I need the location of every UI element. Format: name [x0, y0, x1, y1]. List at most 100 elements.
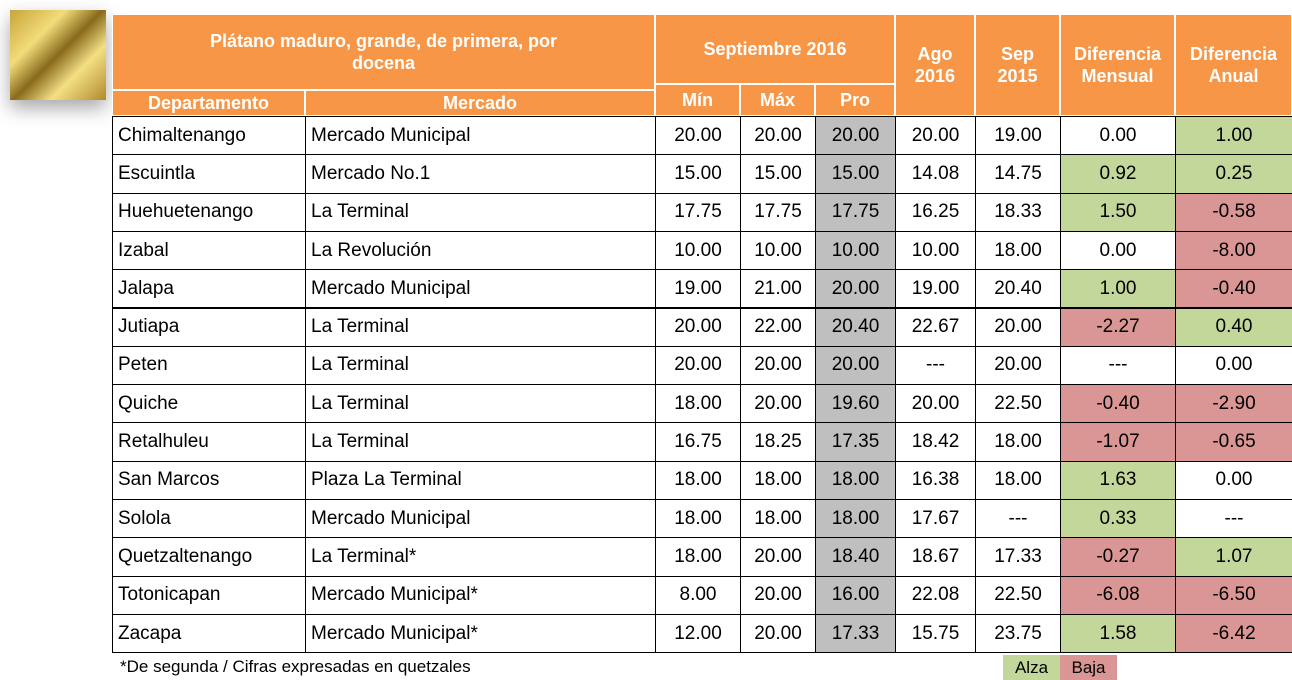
text-cell: Mercado Municipal: [305, 269, 656, 308]
text-cell: San Marcos: [112, 461, 306, 500]
text-cell: Quiche: [112, 384, 306, 423]
value-cell: 14.08: [895, 154, 976, 193]
text-cell: Zacapa: [112, 614, 306, 653]
value-cell: 17.75: [655, 193, 741, 232]
page: Plátano maduro, grande, de primera, por …: [0, 0, 1292, 680]
value-cell: 0.40: [1175, 308, 1292, 347]
value-cell: 20.00: [975, 308, 1061, 347]
value-cell: 20.00: [740, 116, 816, 155]
value-cell: 18.33: [975, 193, 1061, 232]
column-header: Mín: [655, 84, 740, 116]
value-cell: 18.00: [655, 537, 741, 576]
value-cell: 16.38: [895, 461, 976, 500]
value-cell: 16.25: [895, 193, 976, 232]
value-cell: 10.00: [895, 231, 976, 270]
value-cell: 20.40: [815, 308, 896, 347]
value-cell: 10.00: [655, 231, 741, 270]
value-cell: 20.00: [740, 537, 816, 576]
value-cell: 20.00: [975, 346, 1061, 385]
text-cell: Retalhuleu: [112, 422, 306, 461]
value-cell: 20.00: [895, 384, 976, 423]
column-header: Departamento: [112, 90, 305, 116]
value-cell: 18.00: [975, 422, 1061, 461]
value-cell: 8.00: [655, 576, 741, 615]
value-cell: 20.00: [740, 576, 816, 615]
text-cell: Plaza La Terminal: [305, 461, 656, 500]
value-cell: 18.25: [740, 422, 816, 461]
value-cell: 17.75: [815, 193, 896, 232]
value-cell: 18.67: [895, 537, 976, 576]
value-cell: 22.00: [740, 308, 816, 347]
text-cell: Mercado Municipal: [305, 499, 656, 538]
value-cell: 20.00: [655, 116, 741, 155]
text-cell: Mercado Municipal*: [305, 614, 656, 653]
text-cell: La Terminal: [305, 422, 656, 461]
value-cell: 20.00: [815, 346, 896, 385]
value-cell: 0.25: [1175, 154, 1292, 193]
text-cell: Peten: [112, 346, 306, 385]
value-cell: -2.27: [1060, 308, 1176, 347]
value-cell: -0.40: [1060, 384, 1176, 423]
value-cell: 0.33: [1060, 499, 1176, 538]
column-header: Sep 2015: [975, 14, 1060, 116]
value-cell: -0.40: [1175, 269, 1292, 308]
column-header: Ago 2016: [895, 14, 975, 116]
value-cell: 1.58: [1060, 614, 1176, 653]
text-cell: Huehuetenango: [112, 193, 306, 232]
value-cell: -0.65: [1175, 422, 1292, 461]
value-cell: 17.33: [975, 537, 1061, 576]
text-cell: Escuintla: [112, 154, 306, 193]
value-cell: -0.58: [1175, 193, 1292, 232]
value-cell: 18.00: [975, 461, 1061, 500]
value-cell: -6.50: [1175, 576, 1292, 615]
table-title: Plátano maduro, grande, de primera, por …: [112, 14, 655, 90]
value-cell: 18.00: [655, 384, 741, 423]
value-cell: 1.07: [1175, 537, 1292, 576]
text-cell: La Revolución: [305, 231, 656, 270]
text-cell: La Terminal: [305, 384, 656, 423]
value-cell: 0.00: [1060, 231, 1176, 270]
text-cell: La Terminal: [305, 308, 656, 347]
value-cell: 20.00: [815, 116, 896, 155]
value-cell: 17.33: [815, 614, 896, 653]
text-cell: Jutiapa: [112, 308, 306, 347]
banana-image: [10, 10, 106, 100]
value-cell: ---: [895, 346, 976, 385]
text-cell: Totonicapan: [112, 576, 306, 615]
value-cell: 15.00: [815, 154, 896, 193]
value-cell: 15.00: [655, 154, 741, 193]
value-cell: 1.00: [1175, 116, 1292, 155]
column-header: Diferencia Anual: [1175, 14, 1292, 116]
value-cell: 18.00: [655, 499, 741, 538]
value-cell: 18.00: [655, 461, 741, 500]
value-cell: -2.90: [1175, 384, 1292, 423]
value-cell: 18.40: [815, 537, 896, 576]
value-cell: 19.00: [895, 269, 976, 308]
text-cell: Mercado Municipal: [305, 116, 656, 155]
value-cell: 14.75: [975, 154, 1061, 193]
value-cell: 10.00: [815, 231, 896, 270]
value-cell: 10.00: [740, 231, 816, 270]
value-cell: 0.00: [1060, 116, 1176, 155]
value-cell: 20.00: [740, 346, 816, 385]
value-cell: -8.00: [1175, 231, 1292, 270]
text-cell: La Terminal*: [305, 537, 656, 576]
value-cell: 0.00: [1175, 346, 1292, 385]
text-cell: Mercado Municipal*: [305, 576, 656, 615]
value-cell: 20.40: [975, 269, 1061, 308]
value-cell: 17.75: [740, 193, 816, 232]
text-cell: Jalapa: [112, 269, 306, 308]
text-cell: La Terminal: [305, 193, 656, 232]
value-cell: -6.08: [1060, 576, 1176, 615]
value-cell: 19.60: [815, 384, 896, 423]
value-cell: ---: [1060, 346, 1176, 385]
text-cell: La Terminal: [305, 346, 656, 385]
value-cell: 20.00: [815, 269, 896, 308]
legend-item: Alza: [1003, 655, 1060, 680]
value-cell: 15.00: [740, 154, 816, 193]
value-cell: 0.00: [1175, 461, 1292, 500]
value-cell: 16.75: [655, 422, 741, 461]
column-header-text: Sep 2015: [997, 43, 1037, 87]
value-cell: ---: [975, 499, 1061, 538]
value-cell: 12.00: [655, 614, 741, 653]
